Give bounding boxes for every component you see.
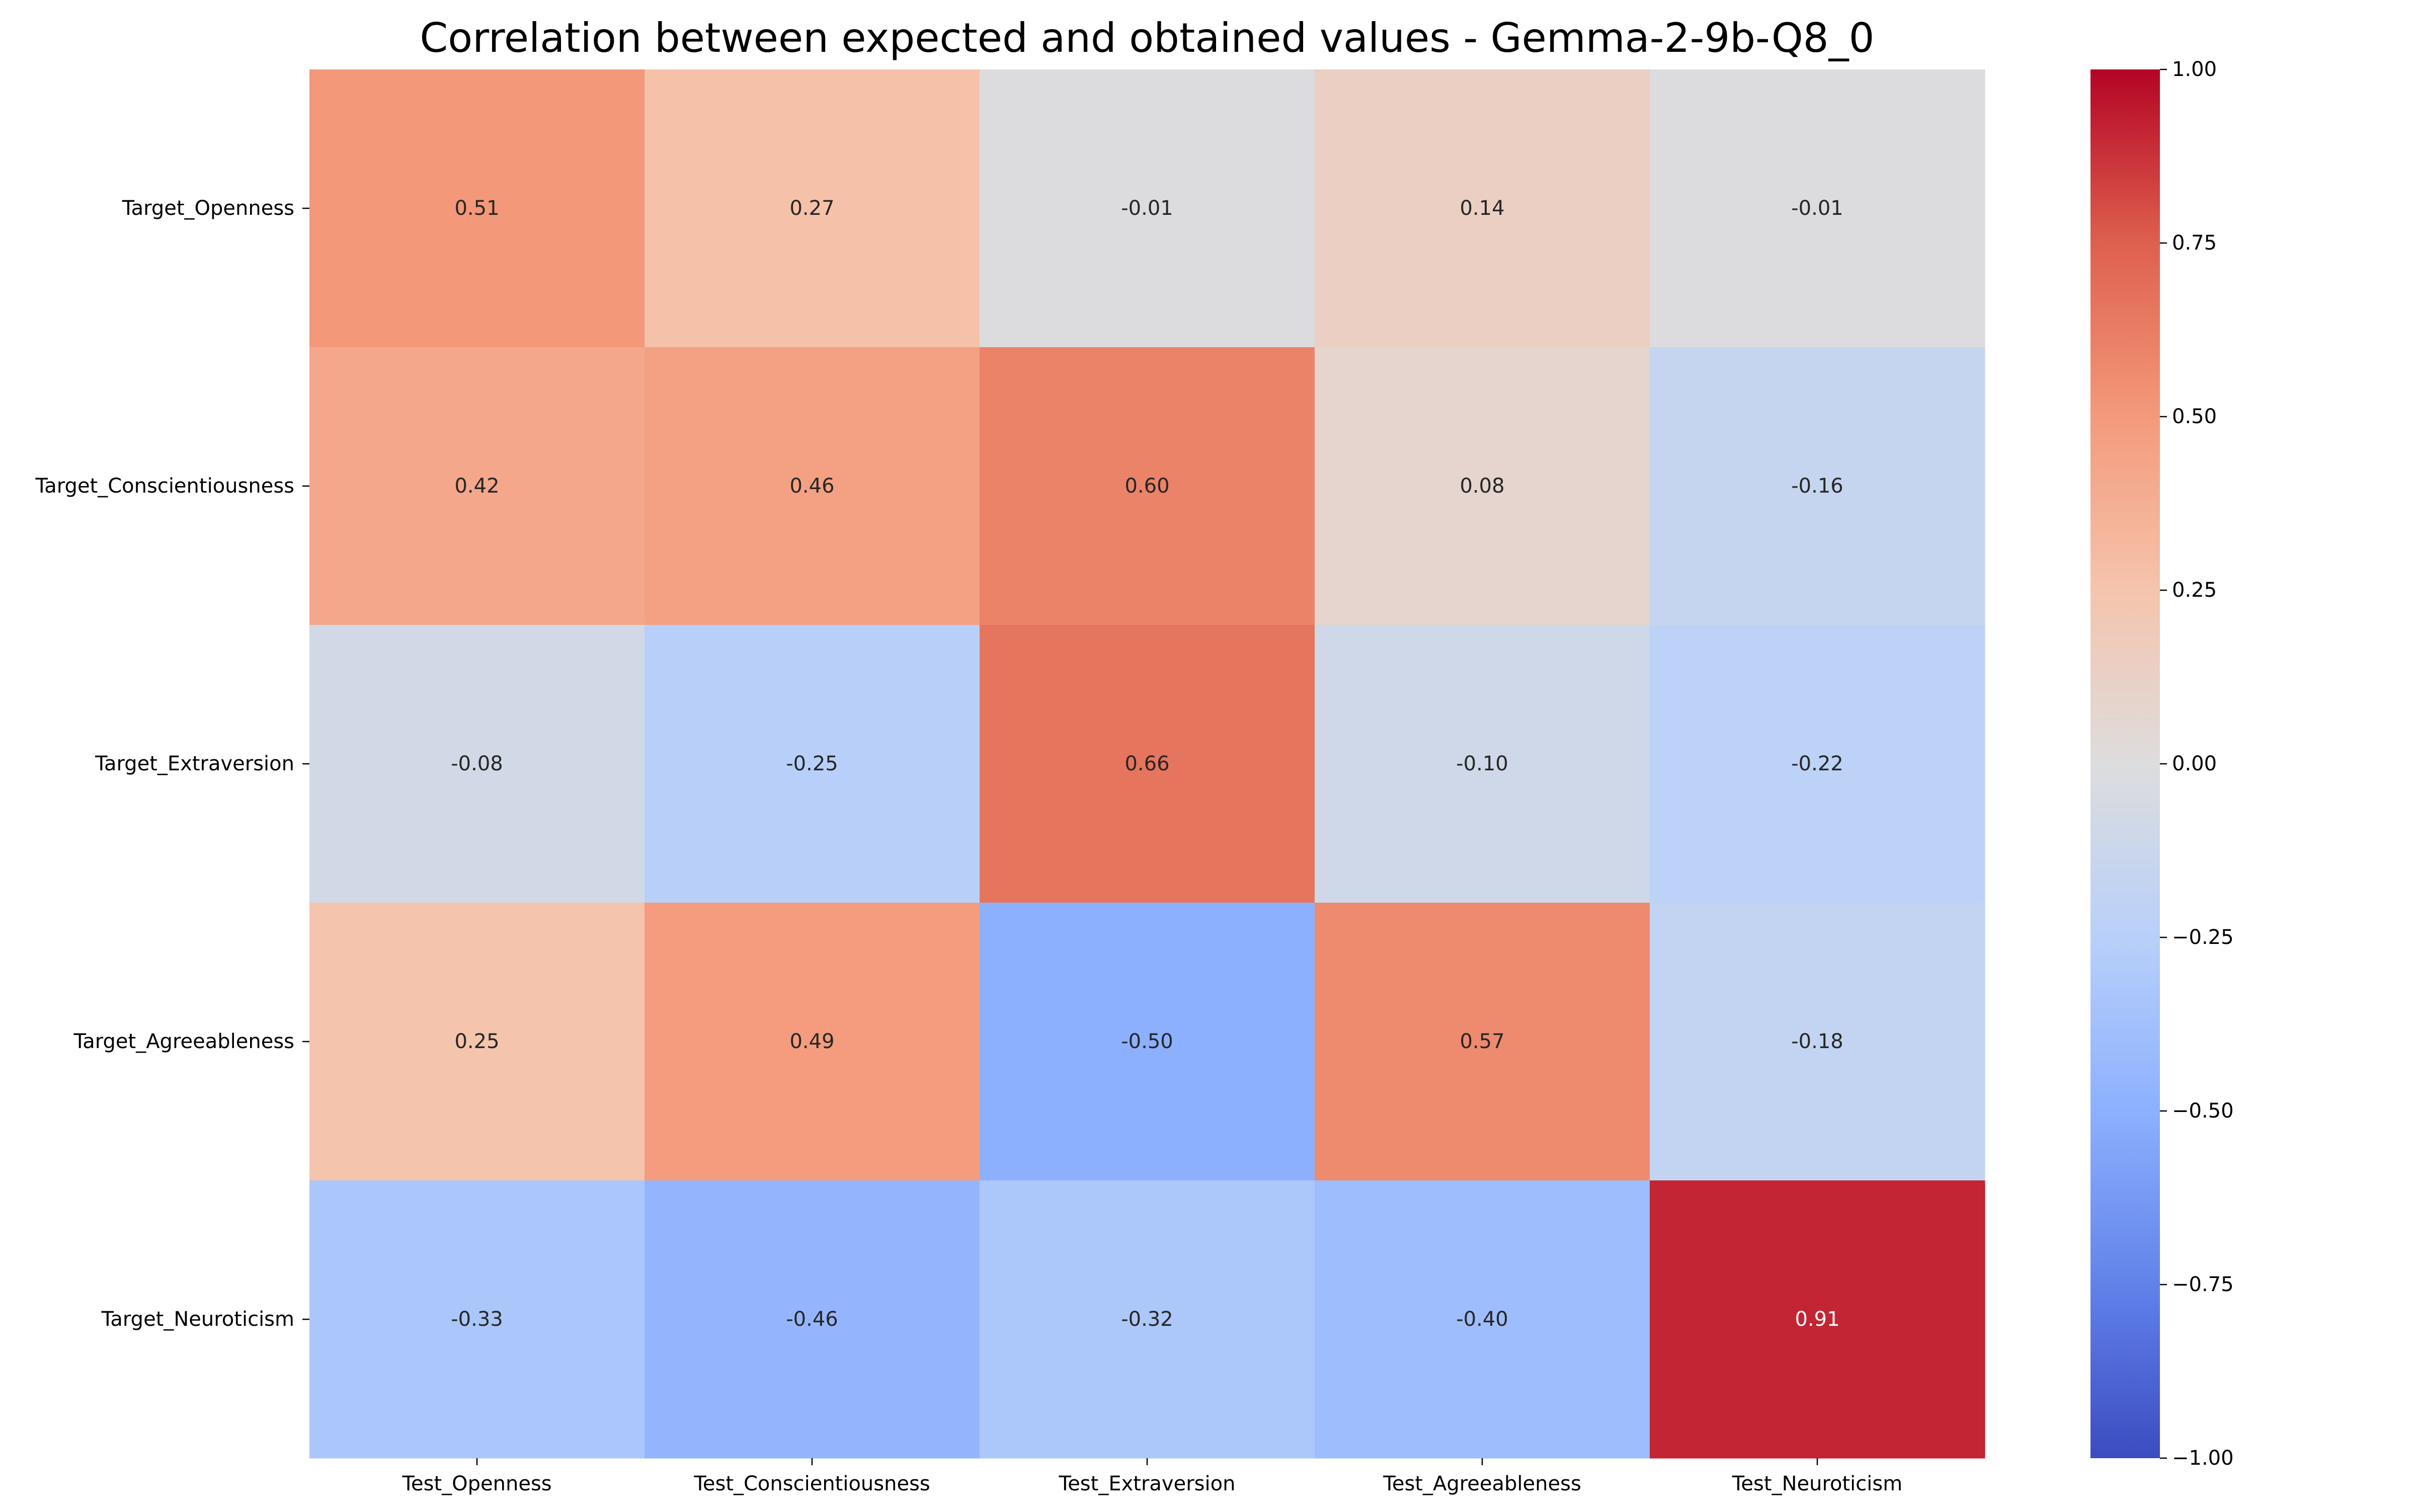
x-tick-label: Test_Openness — [401, 1472, 551, 1495]
heatmap-cell — [309, 347, 645, 625]
colorbar-tick-label: −0.75 — [2172, 1273, 2234, 1296]
heatmap-cell — [645, 903, 980, 1181]
y-tick-label: Target_Conscientiousness — [35, 474, 294, 498]
cell-value-label: 0.57 — [1460, 1030, 1504, 1053]
cell-value-label: 0.91 — [1795, 1308, 1839, 1331]
heatmap-cell — [980, 1180, 1315, 1459]
heatmap-cell — [1315, 347, 1650, 625]
x-tick-label: Test_Conscientiousness — [693, 1472, 930, 1495]
colorbar-gradient — [2090, 69, 2160, 1458]
cell-value-label: -0.08 — [451, 752, 503, 775]
y-tick-label: Target_Openness — [122, 197, 294, 220]
heatmap-cell — [1315, 1180, 1650, 1459]
colorbar-tick-label: 1.00 — [2172, 58, 2217, 81]
cell-value-label: 0.08 — [1460, 474, 1504, 498]
heatmap-cell — [645, 69, 980, 348]
heatmap-cell — [1650, 347, 1985, 625]
colorbar-tick-label: 0.00 — [2172, 752, 2217, 775]
cell-value-label: 0.14 — [1460, 197, 1504, 220]
colorbar: 1.00 0.75 0.50 0.25 0.00 −0.25 −0.50 −0.75 −1.00 — [2090, 58, 2234, 1470]
cell-value-label: -0.32 — [1121, 1308, 1173, 1331]
cell-value-label: -0.18 — [1791, 1030, 1843, 1053]
heatmap-cell — [309, 69, 645, 348]
cell-value-label: -0.01 — [1121, 197, 1173, 220]
heatmap-cell — [1650, 625, 1985, 903]
heatmap-cell — [309, 625, 645, 903]
cell-value-label: -0.10 — [1456, 752, 1508, 775]
heatmap-cell — [980, 903, 1315, 1181]
heatmap-cell — [1315, 69, 1650, 348]
colorbar-tick-label: 0.25 — [2172, 579, 2217, 602]
y-tick-label: Target_Agreeableness — [73, 1030, 294, 1053]
chart-title: Correlation between expected and obtaine… — [420, 15, 1874, 61]
colorbar-tick-label: −0.50 — [2172, 1099, 2234, 1123]
heatmap-cells — [309, 69, 1985, 1459]
heatmap-cell — [1315, 903, 1650, 1181]
heatmap-cell — [980, 69, 1315, 348]
y-axis: Target_Openness Target_Conscientiousness T… — [35, 197, 309, 1331]
cell-value-label: 0.42 — [454, 474, 499, 498]
heatmap-cell — [645, 347, 980, 625]
cell-value-label: -0.01 — [1791, 197, 1843, 220]
colorbar-tick-label: −0.25 — [2172, 926, 2234, 949]
y-tick-label: Target_Extraversion — [95, 752, 294, 775]
colorbar-tick-label: 0.50 — [2172, 405, 2217, 428]
x-tick-label: Test_Neuroticism — [1732, 1472, 1902, 1495]
heatmap-cell — [980, 347, 1315, 625]
cell-value-label: 0.66 — [1124, 752, 1169, 775]
heatmap-cell — [645, 1180, 980, 1459]
cell-value-label: 0.46 — [789, 474, 834, 498]
heatmap-cell — [980, 625, 1315, 903]
colorbar-tick-label: 0.75 — [2172, 231, 2217, 255]
cell-value-label: -0.50 — [1121, 1030, 1173, 1053]
cell-value-labels: 0.51 0.27 -0.01 0.14 -0.01 0.42 0.46 0.60 0.08 -0… — [451, 197, 1843, 1331]
cell-value-label: 0.60 — [1124, 474, 1169, 498]
cell-value-label: -0.33 — [451, 1308, 503, 1331]
heatmap-cell — [1650, 903, 1985, 1181]
heatmap-cell — [309, 1180, 645, 1459]
cell-value-label: -0.40 — [1456, 1308, 1508, 1331]
heatmap-cell — [309, 903, 645, 1181]
heatmap-cell — [645, 625, 980, 903]
x-tick-label: Test_Extraversion — [1059, 1472, 1236, 1495]
x-axis: Test_Openness Test_Conscientiousness Test_… — [401, 1458, 1902, 1495]
cell-value-label: 0.51 — [454, 197, 499, 220]
cell-value-label: -0.46 — [786, 1308, 838, 1331]
heatmap-cell — [1650, 69, 1985, 348]
x-tick-label: Test_Agreeableness — [1383, 1472, 1581, 1495]
y-tick-label: Target_Neuroticism — [101, 1308, 294, 1331]
cell-value-label: 0.49 — [789, 1030, 834, 1053]
cell-value-label: 0.25 — [454, 1030, 499, 1053]
heatmap-cell — [1315, 625, 1650, 903]
cell-value-label: -0.16 — [1791, 474, 1843, 498]
colorbar-tick-label: −1.00 — [2172, 1447, 2234, 1470]
cell-value-label: 0.27 — [789, 197, 834, 220]
cell-value-label: -0.22 — [1791, 752, 1843, 775]
cell-value-label: -0.25 — [786, 752, 838, 775]
heatmap-cell — [1650, 1180, 1985, 1459]
